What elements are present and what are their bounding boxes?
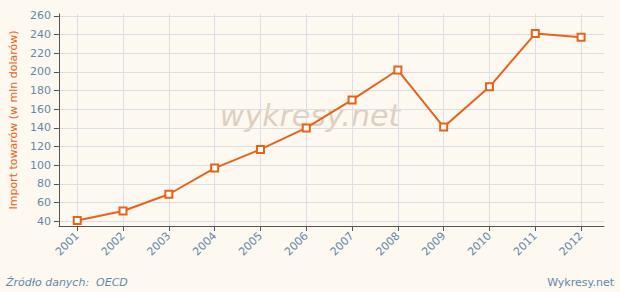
svg-text:2001: 2001 (53, 229, 82, 258)
svg-text:Źródło danych: OECD: Źródło danych: OECD (5, 276, 128, 289)
svg-text:220: 220 (30, 47, 51, 60)
svg-text:200: 200 (30, 65, 51, 78)
svg-text:100: 100 (30, 159, 51, 172)
svg-text:40: 40 (37, 215, 51, 228)
svg-text:140: 140 (30, 121, 51, 134)
svg-text:60: 60 (37, 196, 51, 209)
svg-text:2011: 2011 (511, 229, 540, 258)
svg-text:2008: 2008 (373, 229, 402, 258)
svg-text:2010: 2010 (465, 229, 494, 258)
svg-text:2004: 2004 (190, 229, 219, 258)
svg-text:2005: 2005 (236, 229, 265, 258)
svg-text:120: 120 (30, 140, 51, 153)
svg-text:2006: 2006 (282, 229, 311, 258)
svg-text:2003: 2003 (144, 229, 173, 258)
svg-text:Wykresy.net: Wykresy.net (547, 276, 615, 289)
svg-text:240: 240 (30, 28, 51, 41)
svg-text:80: 80 (37, 177, 51, 190)
svg-text:2007: 2007 (328, 229, 357, 258)
svg-text:Import towarów (w mln dolarów): Import towarów (w mln dolarów) (7, 30, 20, 209)
svg-text:2009: 2009 (419, 229, 448, 258)
svg-text:260: 260 (30, 9, 51, 22)
svg-text:wykresy.net: wykresy.net (220, 98, 402, 133)
svg-text:160: 160 (30, 103, 51, 116)
svg-text:2002: 2002 (99, 229, 128, 258)
svg-text:2012: 2012 (557, 229, 586, 258)
svg-text:180: 180 (30, 84, 51, 97)
